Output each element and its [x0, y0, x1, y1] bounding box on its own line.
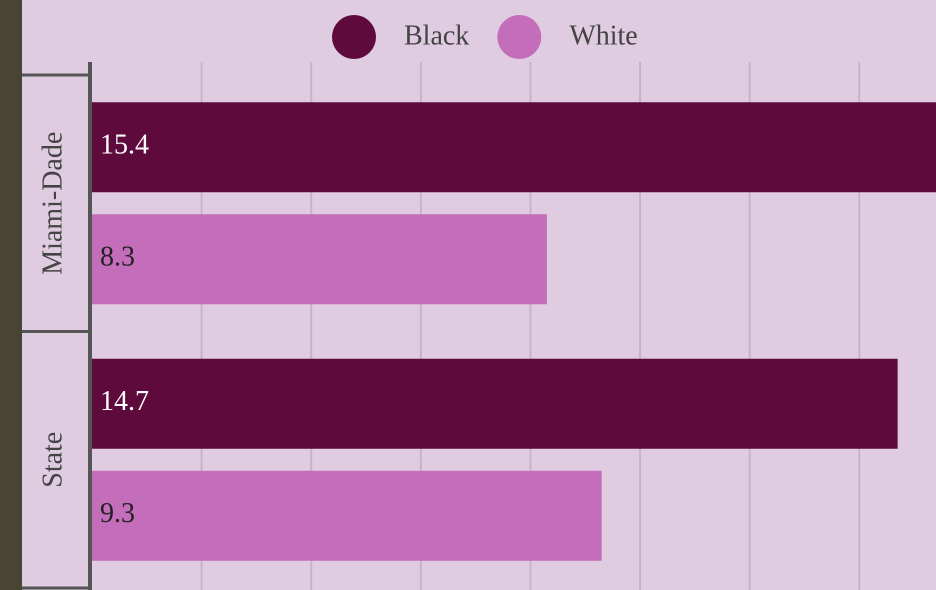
value-label: 9.3: [100, 498, 135, 529]
bar: [92, 359, 898, 449]
y-tick-label: Miami-Dade: [37, 132, 68, 275]
value-label: 8.3: [100, 242, 135, 273]
page: {"chart_data": {"type": "bar", "orientat…: [0, 0, 936, 590]
value-label: 15.4: [100, 130, 149, 161]
legend-label: Black: [404, 20, 469, 51]
bar: [92, 214, 547, 304]
chart: 15.4 8.3 Miami-Dade 14.7 9.3 State Black White: [0, 0, 936, 590]
legend-swatch: [332, 15, 376, 59]
bar: [92, 471, 602, 561]
bar: [92, 102, 936, 192]
value-label: 14.7: [100, 386, 149, 417]
background-strip: [0, 0, 22, 590]
y-tick-label: State: [37, 432, 68, 488]
legend-label: White: [569, 20, 637, 51]
legend-swatch: [497, 15, 541, 59]
